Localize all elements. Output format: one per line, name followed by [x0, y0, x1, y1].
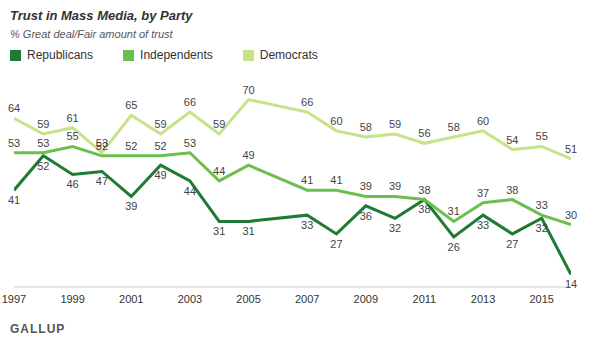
svg-text:55: 55: [67, 130, 79, 142]
svg-text:53: 53: [96, 137, 108, 149]
svg-text:36: 36: [360, 210, 372, 222]
svg-text:51: 51: [565, 143, 577, 155]
svg-text:59: 59: [389, 118, 401, 130]
svg-text:14: 14: [565, 278, 577, 290]
svg-text:31: 31: [242, 225, 254, 237]
svg-text:53: 53: [37, 137, 49, 149]
svg-text:39: 39: [125, 200, 137, 212]
svg-text:2007: 2007: [295, 293, 319, 305]
svg-text:2005: 2005: [236, 293, 260, 305]
svg-text:2015: 2015: [529, 293, 553, 305]
svg-text:53: 53: [8, 137, 20, 149]
svg-text:33: 33: [477, 219, 489, 231]
svg-text:2011: 2011: [413, 293, 437, 305]
svg-text:31: 31: [448, 205, 460, 217]
svg-text:41: 41: [330, 174, 342, 186]
svg-text:2001: 2001: [119, 293, 143, 305]
svg-text:52: 52: [37, 160, 49, 172]
svg-text:27: 27: [506, 238, 518, 250]
svg-text:38: 38: [418, 184, 430, 196]
svg-text:65: 65: [125, 99, 137, 111]
svg-text:39: 39: [360, 180, 372, 192]
svg-text:2013: 2013: [471, 293, 495, 305]
html-text:Democrats: Democrats: [259, 48, 318, 62]
svg-text:39: 39: [389, 180, 401, 192]
svg-text:70: 70: [242, 84, 254, 96]
html-text:GALLUP: GALLUP: [10, 322, 66, 336]
html-text:% Great deal/Fair amount of tr: % Great deal/Fair amount of trust: [10, 28, 173, 40]
svg-text:31: 31: [213, 225, 225, 237]
svg-text:41: 41: [8, 194, 20, 206]
svg-text:32: 32: [536, 222, 548, 234]
svg-text:56: 56: [418, 127, 430, 139]
svg-text:33: 33: [301, 219, 313, 231]
svg-text:49: 49: [154, 169, 166, 181]
html-text:Independents: Independents: [140, 48, 213, 62]
svg-text:1997: 1997: [8, 293, 26, 305]
svg-text:59: 59: [154, 118, 166, 130]
svg-text:60: 60: [477, 115, 489, 127]
svg-text:60: 60: [330, 115, 342, 127]
svg-text:66: 66: [184, 96, 196, 108]
svg-text:58: 58: [448, 121, 460, 133]
svg-text:30: 30: [565, 209, 577, 221]
svg-text:2009: 2009: [354, 293, 378, 305]
svg-text:37: 37: [477, 187, 489, 199]
svg-text:38: 38: [506, 184, 518, 196]
svg-text:46: 46: [67, 178, 79, 190]
svg-text:26: 26: [448, 241, 460, 253]
svg-text:44: 44: [213, 165, 225, 177]
svg-text:52: 52: [154, 140, 166, 152]
svg-text:54: 54: [506, 134, 518, 146]
svg-text:44: 44: [184, 185, 196, 197]
svg-text:59: 59: [213, 118, 225, 130]
svg-text:52: 52: [125, 140, 137, 152]
svg-text:58: 58: [360, 121, 372, 133]
svg-text:1999: 1999: [60, 293, 84, 305]
html-text:Trust in Mass Media, by Party: Trust in Mass Media, by Party: [10, 8, 193, 23]
svg-text:32: 32: [389, 222, 401, 234]
svg-text:64: 64: [8, 102, 20, 114]
svg-text:47: 47: [96, 175, 108, 187]
svg-text:27: 27: [330, 238, 342, 250]
html-text:Republicans: Republicans: [27, 48, 93, 62]
svg-text:53: 53: [184, 137, 196, 149]
svg-text:33: 33: [536, 199, 548, 211]
svg-text:61: 61: [67, 112, 79, 124]
svg-text:49: 49: [242, 149, 254, 161]
svg-text:59: 59: [37, 118, 49, 130]
svg-text:66: 66: [301, 96, 313, 108]
svg-text:38: 38: [418, 203, 430, 215]
svg-text:2003: 2003: [178, 293, 202, 305]
svg-text:41: 41: [301, 174, 313, 186]
svg-text:55: 55: [536, 130, 548, 142]
